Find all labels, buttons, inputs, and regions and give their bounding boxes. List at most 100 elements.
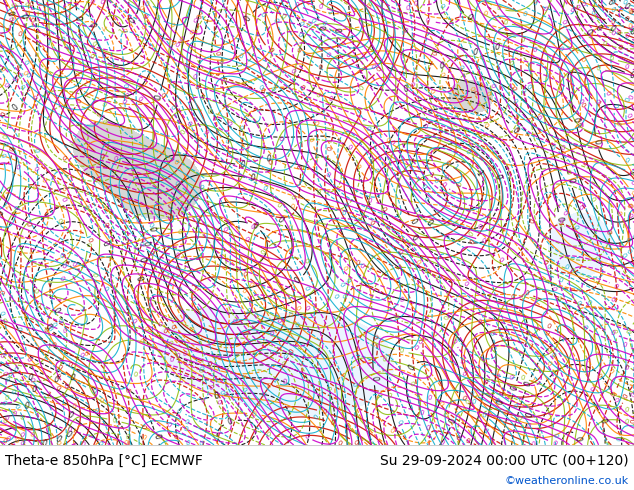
Text: 0: 0 <box>411 206 419 213</box>
Text: 0: 0 <box>0 66 5 73</box>
Text: 0: 0 <box>214 392 220 401</box>
Text: 0: 0 <box>98 0 105 5</box>
Text: 0: 0 <box>608 55 614 62</box>
Text: 0: 0 <box>197 440 204 447</box>
Text: 0: 0 <box>332 293 340 300</box>
Text: 0: 0 <box>480 238 486 245</box>
Text: 0: 0 <box>281 352 288 360</box>
Text: 0: 0 <box>441 173 449 181</box>
Text: 0: 0 <box>278 13 286 20</box>
Text: 1: 1 <box>325 9 333 16</box>
Text: 0: 0 <box>45 325 53 333</box>
Text: 0: 0 <box>202 128 209 136</box>
Text: 0: 0 <box>628 94 634 101</box>
Text: 0: 0 <box>337 439 343 446</box>
Text: 0: 0 <box>324 51 332 58</box>
Text: 0: 0 <box>414 258 422 266</box>
Text: 0: 0 <box>159 92 167 100</box>
Text: 0: 0 <box>364 125 371 131</box>
Text: 0: 0 <box>380 206 387 213</box>
Text: 1: 1 <box>44 39 51 46</box>
Text: 0: 0 <box>184 440 190 447</box>
Text: 0: 0 <box>626 27 633 34</box>
Text: 0: 0 <box>493 42 501 52</box>
Text: 0: 0 <box>215 398 223 406</box>
Text: 0: 0 <box>465 398 472 406</box>
Text: 0: 0 <box>33 289 39 295</box>
Text: 0: 0 <box>227 417 234 427</box>
Text: 0: 0 <box>139 434 146 441</box>
Text: 0: 0 <box>249 223 256 231</box>
Text: 0: 0 <box>482 10 488 17</box>
Text: 0: 0 <box>176 286 183 294</box>
Text: 0: 0 <box>595 372 602 379</box>
Text: 0: 0 <box>187 325 195 333</box>
Text: 0: 0 <box>601 41 607 48</box>
Text: 0: 0 <box>275 215 285 224</box>
Text: 0: 0 <box>24 221 31 226</box>
Text: 0: 0 <box>87 0 95 6</box>
Text: 0: 0 <box>493 173 502 180</box>
Text: 0: 0 <box>371 334 378 341</box>
Text: 0: 0 <box>1 437 7 444</box>
Text: 0: 0 <box>10 146 16 151</box>
Text: 0: 0 <box>259 11 266 17</box>
Text: 0: 0 <box>2 82 10 89</box>
Text: 0: 0 <box>408 81 415 89</box>
Text: 0: 0 <box>458 358 465 365</box>
Text: 0: 0 <box>431 49 439 56</box>
Text: 0: 0 <box>543 330 550 338</box>
Text: 0: 0 <box>342 202 349 209</box>
Text: 0: 0 <box>90 388 97 395</box>
Text: 0: 0 <box>146 225 156 232</box>
Text: 0: 0 <box>265 154 271 164</box>
Text: 0: 0 <box>81 441 86 447</box>
Text: 0: 0 <box>73 15 82 21</box>
Text: 0: 0 <box>333 115 339 122</box>
Text: 0: 0 <box>137 4 145 12</box>
Text: 0: 0 <box>623 418 629 425</box>
Text: 0: 0 <box>424 17 430 24</box>
Text: 0: 0 <box>249 173 256 183</box>
Text: -1: -1 <box>626 24 634 33</box>
Text: 0: 0 <box>583 28 593 37</box>
Text: 0: 0 <box>86 236 93 243</box>
Text: 0: 0 <box>358 84 365 92</box>
Text: 0: 0 <box>56 218 63 226</box>
Text: 0: 0 <box>507 59 515 67</box>
Text: 0: 0 <box>571 160 578 167</box>
Text: 0: 0 <box>396 248 403 256</box>
Text: 0: 0 <box>23 401 29 411</box>
Text: 0: 0 <box>22 59 29 67</box>
Text: 0: 0 <box>15 326 22 332</box>
Text: 0: 0 <box>448 399 455 406</box>
Text: 0: 0 <box>332 27 341 33</box>
Text: 0: 0 <box>621 1 631 11</box>
Text: 0: 0 <box>247 281 254 288</box>
Text: 0: 0 <box>67 372 75 383</box>
Text: 1: 1 <box>167 297 174 304</box>
Text: 0: 0 <box>35 302 41 309</box>
Text: 0: 0 <box>82 204 89 211</box>
Text: 0: 0 <box>444 412 451 417</box>
Text: 0: 0 <box>338 281 346 288</box>
Text: 0: 0 <box>464 437 470 444</box>
Text: 0: 0 <box>16 72 23 79</box>
Text: 0: 0 <box>191 74 198 81</box>
Text: 0: 0 <box>10 75 18 83</box>
Text: -1: -1 <box>465 99 474 108</box>
Text: 0: 0 <box>340 293 347 300</box>
Text: 0: 0 <box>154 15 160 22</box>
Text: 0: 0 <box>288 68 296 75</box>
Text: 0: 0 <box>440 181 447 189</box>
Text: 0: 0 <box>140 424 146 429</box>
Text: 0: 0 <box>482 122 489 129</box>
Text: 0: 0 <box>395 419 403 426</box>
Text: 0: 0 <box>317 64 322 71</box>
Text: 0: 0 <box>191 196 198 203</box>
Text: 0: 0 <box>98 152 105 160</box>
Text: 0: 0 <box>403 84 408 94</box>
Text: -1: -1 <box>1 202 10 211</box>
Text: 0: 0 <box>604 90 611 97</box>
Text: 0: 0 <box>295 47 302 54</box>
